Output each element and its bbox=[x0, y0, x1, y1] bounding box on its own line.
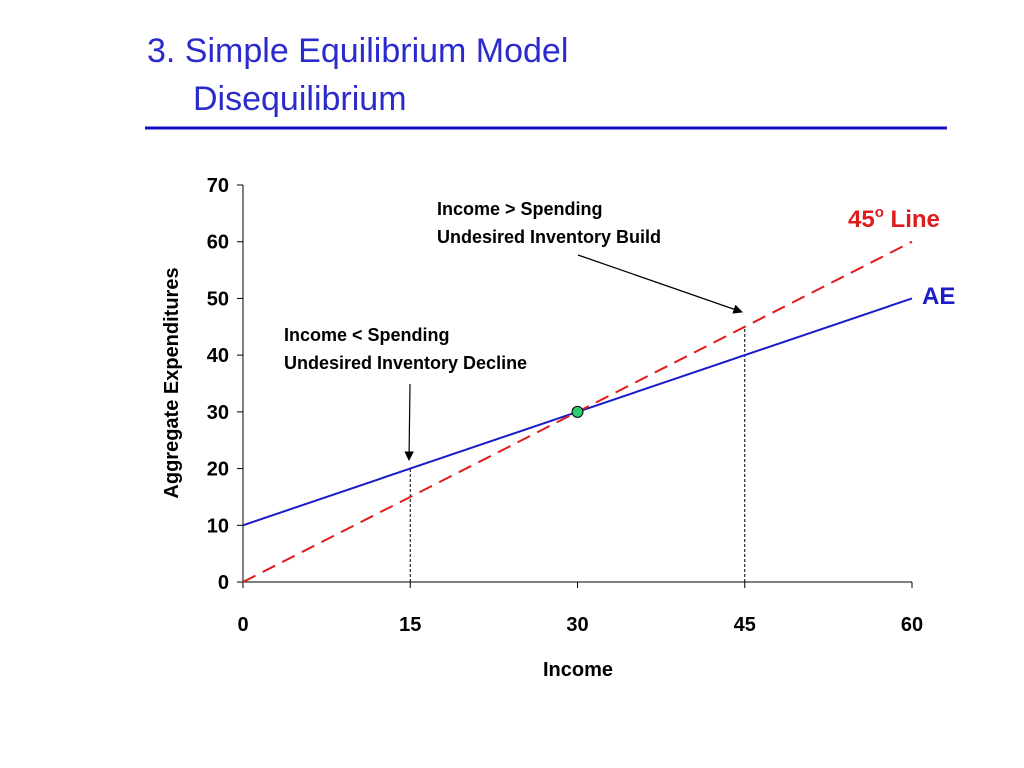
y-axis-label: Aggregate Expenditures bbox=[161, 267, 183, 498]
x-tick-label: 60 bbox=[901, 614, 923, 636]
annotation: Undesired Inventory Decline bbox=[284, 353, 527, 373]
y-tick-label: 0 bbox=[218, 572, 229, 594]
x-tick-label: 0 bbox=[237, 614, 248, 636]
y-tick-label: 10 bbox=[207, 515, 229, 537]
equilibrium-point bbox=[571, 405, 584, 418]
annotation: Undesired Inventory Build bbox=[437, 227, 661, 247]
y-tick-label: 50 bbox=[207, 288, 229, 310]
arrow bbox=[577, 254, 743, 314]
x-tick-label: 30 bbox=[566, 614, 588, 636]
title-line: 3. Simple Equilibrium Model bbox=[147, 32, 568, 70]
y-tick-label: 60 bbox=[207, 232, 229, 254]
series-label-part: Line bbox=[884, 206, 940, 233]
series-label: AE bbox=[922, 283, 955, 310]
x-axis-label: Income bbox=[543, 659, 613, 681]
x-tick-label: 15 bbox=[399, 614, 421, 636]
series-label: 45o Line bbox=[848, 204, 940, 233]
y-tick-label: 40 bbox=[207, 345, 229, 367]
y-tick-label: 20 bbox=[207, 459, 229, 481]
annotation: Income < Spending bbox=[284, 325, 450, 345]
series-label-part: 45 bbox=[848, 206, 875, 233]
series-label-part: AE bbox=[922, 283, 955, 310]
arrow bbox=[404, 383, 414, 461]
title-line: Disequilibrium bbox=[193, 80, 407, 118]
annotation: Income > Spending bbox=[437, 199, 603, 219]
y-tick-label: 30 bbox=[207, 402, 229, 424]
x-tick-label: 45 bbox=[734, 614, 756, 636]
series-label-part: o bbox=[875, 204, 884, 221]
y-tick-label: 70 bbox=[207, 175, 229, 197]
